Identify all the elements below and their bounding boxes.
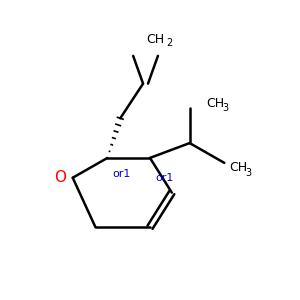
Text: or1: or1 [155, 173, 173, 183]
Text: or1: or1 [112, 169, 131, 179]
Text: CH: CH [206, 97, 225, 110]
Text: O: O [54, 170, 66, 185]
Text: 3: 3 [222, 103, 228, 113]
Text: 2: 2 [167, 38, 173, 48]
Text: 3: 3 [245, 168, 251, 178]
Text: CH: CH [229, 161, 248, 174]
Text: CH: CH [146, 32, 164, 46]
